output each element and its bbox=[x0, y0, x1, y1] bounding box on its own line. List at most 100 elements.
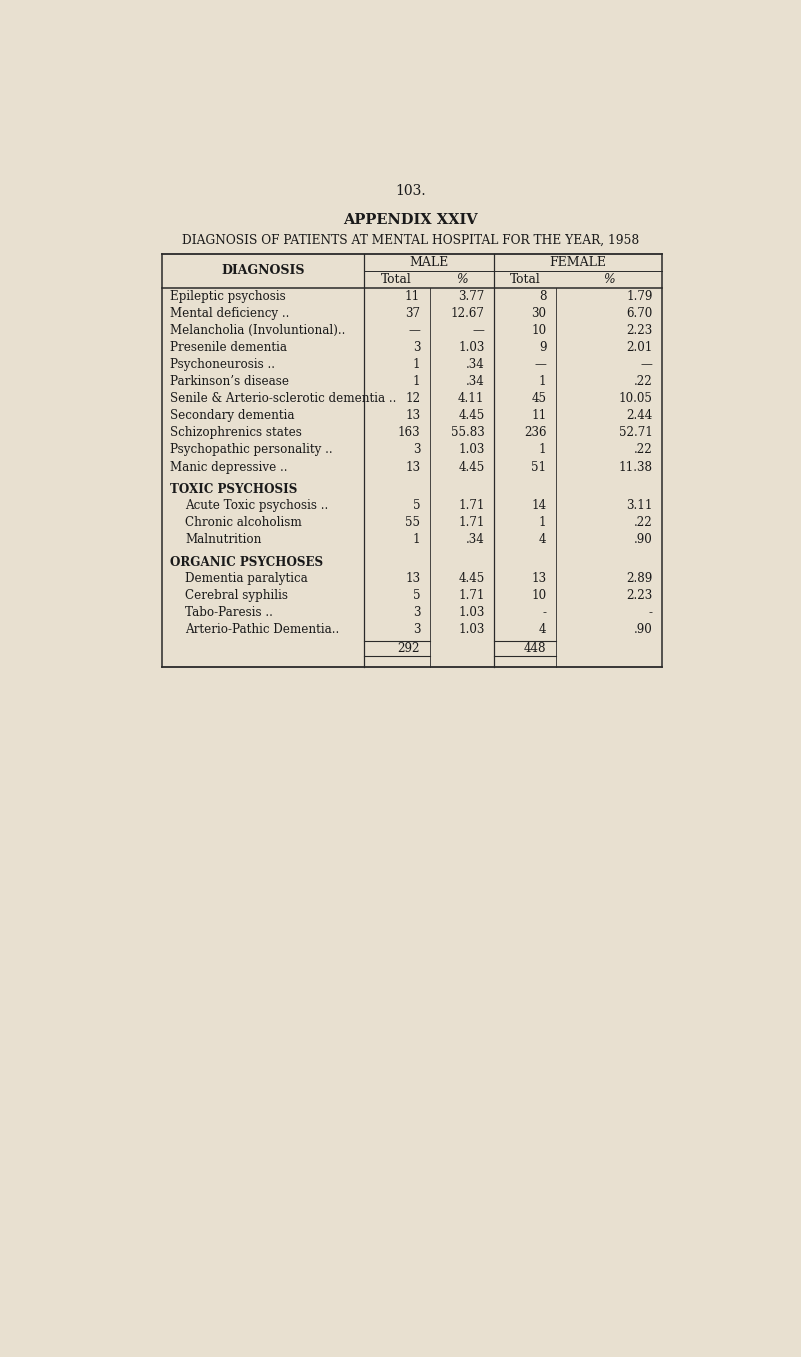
Text: Psychoneurosis ..: Psychoneurosis .. bbox=[170, 358, 275, 370]
Text: 5: 5 bbox=[413, 499, 421, 512]
Text: 11: 11 bbox=[405, 289, 421, 303]
Text: 103.: 103. bbox=[395, 185, 426, 198]
Text: 37: 37 bbox=[405, 307, 421, 320]
Text: 4.45: 4.45 bbox=[458, 410, 485, 422]
Text: TOXIC PSYCHOSIS: TOXIC PSYCHOSIS bbox=[170, 483, 297, 495]
Text: 11: 11 bbox=[531, 410, 546, 422]
Text: 3: 3 bbox=[413, 623, 421, 636]
Text: 11.38: 11.38 bbox=[618, 460, 653, 474]
Text: 10: 10 bbox=[531, 589, 546, 603]
Text: 1: 1 bbox=[539, 516, 546, 529]
Text: 14: 14 bbox=[531, 499, 546, 512]
Text: 236: 236 bbox=[524, 426, 546, 440]
Text: Total: Total bbox=[509, 273, 540, 285]
Text: 448: 448 bbox=[524, 642, 546, 655]
Text: 4.45: 4.45 bbox=[458, 460, 485, 474]
Text: Acute Toxic psychosis ..: Acute Toxic psychosis .. bbox=[185, 499, 328, 512]
Text: Psychopathic personality ..: Psychopathic personality .. bbox=[170, 444, 332, 456]
Text: Arterio-Pathic Dementia..: Arterio-Pathic Dementia.. bbox=[185, 623, 340, 636]
Text: 1.71: 1.71 bbox=[458, 516, 485, 529]
Text: Melancholia (Involuntional)..: Melancholia (Involuntional).. bbox=[170, 324, 345, 337]
Text: —: — bbox=[409, 324, 421, 337]
Text: 6.70: 6.70 bbox=[626, 307, 653, 320]
Text: 3: 3 bbox=[413, 341, 421, 354]
Text: .22: .22 bbox=[634, 444, 653, 456]
Text: .34: .34 bbox=[465, 358, 485, 370]
Text: Secondary dementia: Secondary dementia bbox=[170, 410, 295, 422]
Text: 1.71: 1.71 bbox=[458, 499, 485, 512]
Text: 4.11: 4.11 bbox=[458, 392, 485, 406]
Text: 12: 12 bbox=[405, 392, 421, 406]
Text: 2.89: 2.89 bbox=[626, 573, 653, 585]
Text: ORGANIC PSYCHOSES: ORGANIC PSYCHOSES bbox=[170, 556, 323, 569]
Text: %: % bbox=[456, 273, 468, 285]
Text: 3: 3 bbox=[413, 444, 421, 456]
Text: 1: 1 bbox=[413, 533, 421, 547]
Text: 4.45: 4.45 bbox=[458, 573, 485, 585]
Text: —: — bbox=[534, 358, 546, 370]
Text: —: — bbox=[473, 324, 485, 337]
Text: Dementia paralytica: Dementia paralytica bbox=[185, 573, 308, 585]
Text: .90: .90 bbox=[634, 623, 653, 636]
Text: .90: .90 bbox=[634, 533, 653, 547]
Text: %: % bbox=[603, 273, 614, 285]
Text: Tabo-Paresis ..: Tabo-Paresis .. bbox=[185, 607, 273, 619]
Text: .34: .34 bbox=[465, 375, 485, 388]
Text: 4: 4 bbox=[539, 533, 546, 547]
Text: Total: Total bbox=[381, 273, 412, 285]
Text: 13: 13 bbox=[531, 573, 546, 585]
Text: 13: 13 bbox=[405, 573, 421, 585]
Text: 1: 1 bbox=[413, 375, 421, 388]
Text: APPENDIX XXIV: APPENDIX XXIV bbox=[343, 213, 478, 227]
Text: MALE: MALE bbox=[409, 255, 449, 269]
Text: 12.67: 12.67 bbox=[451, 307, 485, 320]
Text: Mental deficiency ..: Mental deficiency .. bbox=[170, 307, 289, 320]
Text: Malnutrition: Malnutrition bbox=[185, 533, 262, 547]
Text: 3.11: 3.11 bbox=[626, 499, 653, 512]
Text: Schizophrenics states: Schizophrenics states bbox=[170, 426, 302, 440]
Text: 1: 1 bbox=[539, 444, 546, 456]
Text: 51: 51 bbox=[531, 460, 546, 474]
Text: 292: 292 bbox=[398, 642, 421, 655]
Text: Presenile dementia: Presenile dementia bbox=[170, 341, 287, 354]
Text: 52.71: 52.71 bbox=[619, 426, 653, 440]
Text: 1.71: 1.71 bbox=[458, 589, 485, 603]
Text: 4: 4 bbox=[539, 623, 546, 636]
Text: 1.03: 1.03 bbox=[458, 623, 485, 636]
Text: Epileptic psychosis: Epileptic psychosis bbox=[170, 289, 286, 303]
Text: 1: 1 bbox=[413, 358, 421, 370]
Text: Cerebral syphilis: Cerebral syphilis bbox=[185, 589, 288, 603]
Text: —: — bbox=[641, 358, 653, 370]
Text: 2.23: 2.23 bbox=[626, 589, 653, 603]
Text: 10: 10 bbox=[531, 324, 546, 337]
Text: 1: 1 bbox=[539, 375, 546, 388]
Text: 163: 163 bbox=[397, 426, 421, 440]
Text: 3: 3 bbox=[413, 607, 421, 619]
Text: Senile & Arterio-sclerotic dementia ..: Senile & Arterio-sclerotic dementia .. bbox=[170, 392, 396, 406]
Text: -: - bbox=[649, 607, 653, 619]
Text: 45: 45 bbox=[532, 392, 546, 406]
Text: 13: 13 bbox=[405, 410, 421, 422]
Text: Chronic alcoholism: Chronic alcoholism bbox=[185, 516, 302, 529]
Text: 10.05: 10.05 bbox=[619, 392, 653, 406]
Text: 55: 55 bbox=[405, 516, 421, 529]
Text: 1.79: 1.79 bbox=[626, 289, 653, 303]
Text: 5: 5 bbox=[413, 589, 421, 603]
Text: -: - bbox=[542, 607, 546, 619]
Text: 3.77: 3.77 bbox=[458, 289, 485, 303]
Text: Manic depressive ..: Manic depressive .. bbox=[170, 460, 288, 474]
Text: 9: 9 bbox=[539, 341, 546, 354]
Text: 2.01: 2.01 bbox=[626, 341, 653, 354]
Text: .34: .34 bbox=[465, 533, 485, 547]
Text: .22: .22 bbox=[634, 375, 653, 388]
Text: 1.03: 1.03 bbox=[458, 444, 485, 456]
Text: .22: .22 bbox=[634, 516, 653, 529]
Text: FEMALE: FEMALE bbox=[549, 255, 606, 269]
Text: DIAGNOSIS: DIAGNOSIS bbox=[221, 265, 304, 277]
Text: 55.83: 55.83 bbox=[451, 426, 485, 440]
Text: 30: 30 bbox=[532, 307, 546, 320]
Text: 2.44: 2.44 bbox=[626, 410, 653, 422]
Text: 1.03: 1.03 bbox=[458, 607, 485, 619]
Text: Parkinson’s disease: Parkinson’s disease bbox=[170, 375, 289, 388]
Text: 1.03: 1.03 bbox=[458, 341, 485, 354]
